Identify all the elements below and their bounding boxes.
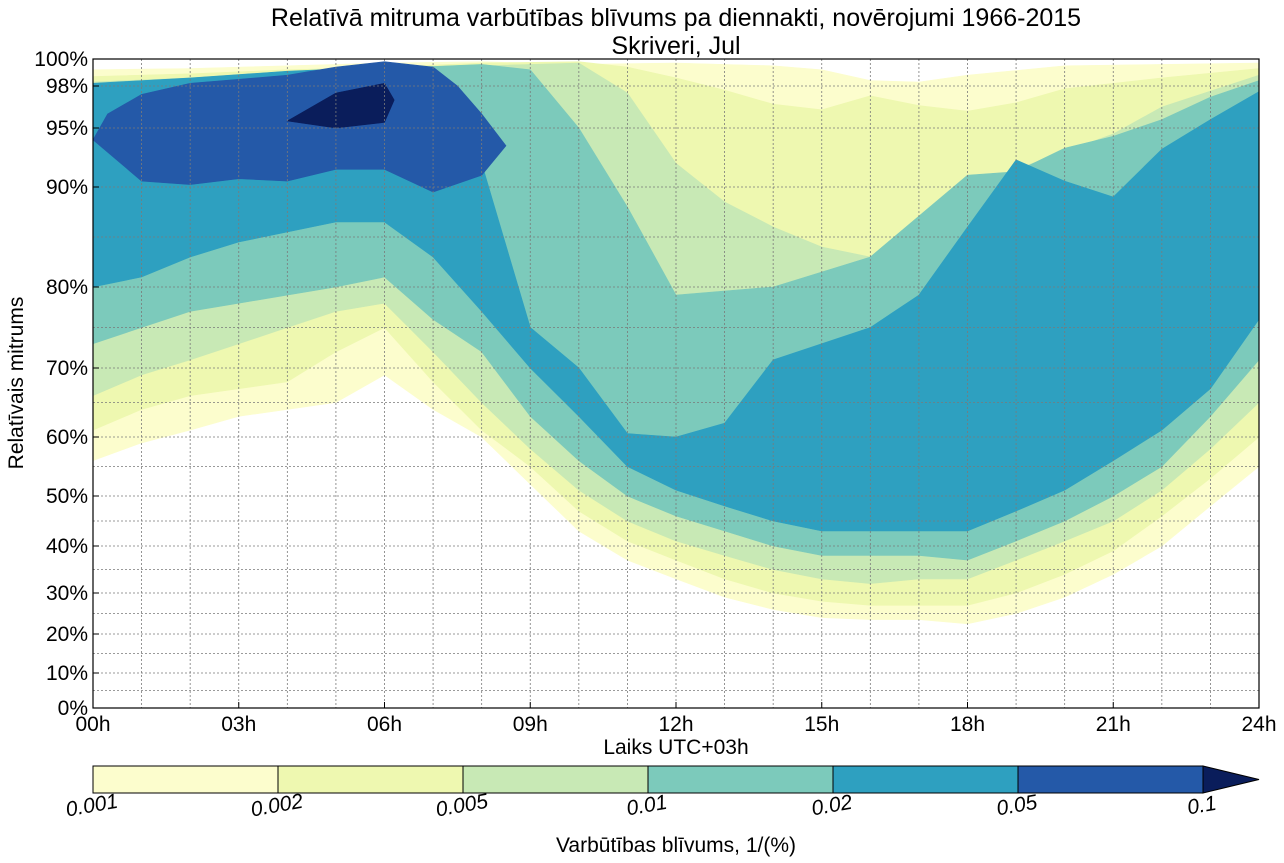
x-tick-label: 03h bbox=[221, 713, 256, 736]
colorbar-tick-label: 0.002 bbox=[249, 790, 305, 822]
x-tick-label: 00h bbox=[75, 713, 110, 736]
chart-subtitle: Skriveri, Jul bbox=[611, 32, 740, 60]
colorbar: 0.001 0.002 0.005 0.01 0.02 0.05 0.1 bbox=[64, 765, 1260, 822]
x-axis-label: Laiks UTC+03h bbox=[603, 736, 748, 759]
colorbar-tick-label: 0.01 bbox=[625, 791, 669, 821]
y-tick-label: 30% bbox=[46, 582, 88, 605]
colorbar-tick-label: 0.005 bbox=[434, 790, 490, 822]
x-axis-ticks: 00h 03h 06h 09h 12h 15h 18h 21h 24h bbox=[75, 702, 1277, 736]
y-tick-label: 100% bbox=[34, 48, 88, 71]
x-tick-label: 09h bbox=[513, 713, 548, 736]
x-tick-label: 12h bbox=[658, 713, 693, 736]
colorbar-segment bbox=[278, 766, 463, 793]
y-axis-label: Relatīvais mitrums bbox=[5, 297, 28, 470]
grid-lines bbox=[93, 59, 1259, 708]
colorbar-tick-label: 0.02 bbox=[810, 791, 855, 821]
y-tick-label: 90% bbox=[46, 176, 88, 199]
y-tick-label: 95% bbox=[46, 117, 88, 140]
x-tick-label: 24h bbox=[1241, 713, 1276, 736]
colorbar-label: Varbūtības blīvums, 1/(%) bbox=[556, 834, 796, 857]
y-tick-label: 60% bbox=[46, 426, 88, 449]
colorbar-segment bbox=[93, 766, 278, 793]
x-tick-label: 21h bbox=[1096, 713, 1131, 736]
contour-region-0.05 bbox=[93, 61, 507, 193]
y-tick-label: 70% bbox=[46, 357, 88, 380]
colorbar-segment bbox=[1018, 766, 1203, 793]
colorbar-tick-label: 0.1 bbox=[1185, 792, 1218, 820]
y-tick-label: 98% bbox=[46, 75, 88, 98]
y-tick-label: 80% bbox=[46, 276, 88, 299]
x-tick-label: 18h bbox=[950, 713, 985, 736]
x-tick-label: 15h bbox=[804, 713, 839, 736]
colorbar-tick-label: 0.05 bbox=[995, 791, 1040, 821]
y-tick-label: 50% bbox=[46, 485, 88, 508]
y-tick-label: 10% bbox=[46, 662, 88, 685]
colorbar-segment bbox=[463, 766, 648, 793]
colorbar-extend-arrow bbox=[1202, 765, 1260, 794]
y-tick-label: 0% bbox=[58, 697, 88, 720]
chart-title: Relatīvā mitruma varbūtības blīvums pa d… bbox=[271, 4, 1081, 32]
colorbar-segment bbox=[833, 766, 1018, 793]
colorbar-segment bbox=[648, 766, 833, 793]
y-axis-ticks: 0% 10% 20% 30% 40% 50% 60% 70% 80% 90% 95% 98% 100% bbox=[34, 48, 99, 720]
y-tick-label: 20% bbox=[46, 623, 88, 646]
x-tick-label: 06h bbox=[367, 713, 402, 736]
y-tick-label: 40% bbox=[46, 535, 88, 558]
colorbar-tick-label: 0.001 bbox=[64, 790, 120, 822]
